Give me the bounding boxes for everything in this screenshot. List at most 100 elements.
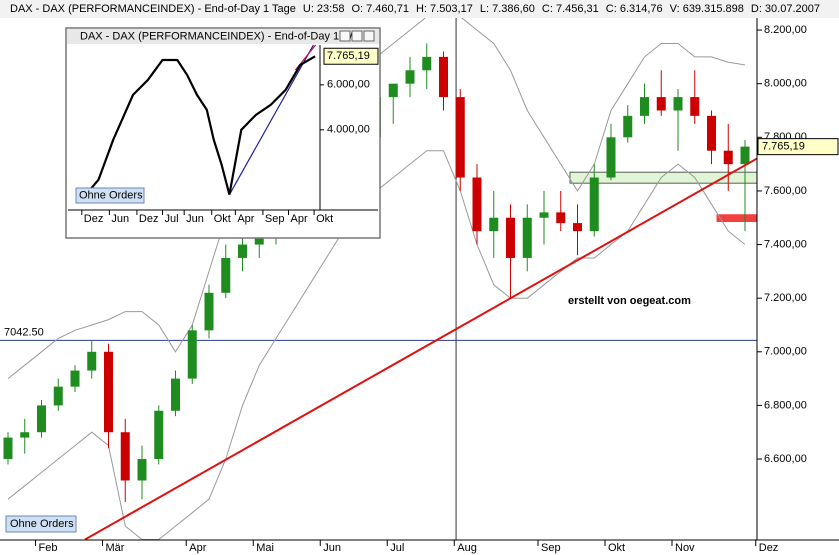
header-bar	[0, 0, 839, 18]
inset-x-tick-label: Apr	[291, 213, 308, 225]
candle-body	[690, 97, 700, 116]
candle-body	[606, 137, 616, 178]
inset-orders-button[interactable]	[75, 187, 145, 204]
candle-body	[556, 212, 566, 224]
candle-body	[3, 437, 13, 460]
header-text: V: 639.315.898	[670, 3, 744, 15]
inset-y-tick-label: 4.000,00	[327, 124, 370, 136]
reference-label: 7042.50	[4, 326, 44, 338]
inset-x-tick-label: Jun	[111, 213, 129, 225]
candle-body	[87, 351, 97, 371]
candle-body	[388, 83, 398, 98]
header-text: H: 7.503,17	[416, 3, 473, 15]
x-axis-panel	[0, 540, 839, 555]
inset-line	[80, 55, 316, 201]
x-tick-label: Feb	[39, 542, 58, 554]
inset-x-tick-label: Dez	[139, 213, 159, 225]
y-axis-panel	[757, 18, 839, 540]
candle-body	[673, 97, 683, 111]
header-text: C: 7.456,31	[542, 3, 599, 15]
inset-chart: 4.000,00 6.000,00 7.765,19 Dez Jun Dez Jul Jun O…	[65, 27, 381, 239]
candle-body	[472, 177, 482, 232]
candle-body	[171, 378, 180, 411]
candle-body	[506, 217, 515, 258]
candle-body	[573, 223, 582, 232]
candle-body	[740, 146, 750, 165]
candle-body	[589, 177, 599, 232]
inset-y-tick-label: 6.000,00	[327, 79, 370, 91]
inset-x-tick-label: Jul	[165, 213, 179, 225]
y-tick-label: 7.200,00	[764, 292, 807, 304]
candle-body	[522, 217, 532, 258]
inset-last-value-box	[323, 47, 379, 65]
x-tick-label: Aug	[457, 542, 477, 554]
x-tick-label: Nov	[675, 542, 695, 554]
candle-body	[539, 212, 549, 218]
zone	[569, 171, 757, 184]
orders-button[interactable]	[5, 515, 77, 533]
candle-body	[656, 97, 666, 111]
x-tick-label: Dez	[759, 542, 779, 554]
x-tick-label: Jun	[323, 542, 341, 554]
y-tick-label: 7.400,00	[764, 238, 807, 250]
window-button[interactable]	[339, 30, 351, 42]
y-tick-label: 8.000,00	[764, 78, 807, 90]
header-text: C: 6.314,76	[606, 3, 663, 15]
candle-body	[20, 432, 30, 438]
candle-body	[37, 405, 46, 433]
header-text: U: 23:58	[303, 3, 345, 15]
axes: 6.600,00 6.800,00 7.000,00 7.200,00 7.400,00…	[0, 18, 839, 555]
inset-x-tick-label: Sep	[265, 213, 285, 225]
y-tick-label: 8.200,00	[764, 24, 807, 36]
orders-label[interactable]: Ohne Orders	[10, 518, 74, 530]
window-button[interactable]	[363, 30, 375, 42]
candle-body	[137, 459, 147, 481]
inset-plot	[80, 45, 317, 201]
inset-x-tick-label: Okt	[214, 213, 231, 225]
candle-body	[187, 330, 197, 379]
zone	[716, 214, 757, 223]
inset-x-tick-label: Apr	[237, 213, 254, 225]
y-tick-label: 7.000,00	[764, 346, 807, 358]
candle-body	[120, 432, 130, 481]
x-tick-label: Mär	[106, 542, 125, 554]
candle-body	[405, 70, 415, 84]
inset-title-bar	[67, 29, 379, 44]
candle-body	[623, 115, 633, 138]
inset-x-tick-label: Okt	[316, 213, 333, 225]
candle-body	[422, 56, 432, 71]
candle-body	[70, 370, 80, 387]
candle-body	[154, 410, 164, 460]
candle-body	[204, 292, 214, 331]
candle-body	[221, 257, 231, 293]
inset-title: DAX - DAX (PERFORMANCEINDEX) - End-of-Da…	[80, 30, 353, 42]
inset-trendline	[228, 45, 315, 195]
header-text: L: 7.386,60	[480, 3, 535, 15]
window-button[interactable]	[351, 30, 363, 42]
candle-body	[640, 97, 649, 116]
header-text: D: 30.07.2007	[751, 3, 820, 15]
inset-x-tick-label: Jun	[186, 213, 204, 225]
y-tick-label: 6.800,00	[764, 399, 807, 411]
x-tick-label: Apr	[189, 542, 206, 554]
annotation: erstellt von oegeat.com	[568, 295, 691, 307]
x-tick-label: Mai	[256, 542, 274, 554]
y-tick-label: 7.600,00	[764, 185, 807, 197]
x-tick-label: Okt	[608, 542, 625, 554]
inset-orders-label[interactable]: Ohne Orders	[79, 189, 143, 201]
header-text: DAX - DAX (PERFORMANCEINDEX) - End-of-Da…	[10, 3, 296, 15]
candle-body	[439, 56, 448, 98]
candle-body	[489, 217, 499, 232]
y-tick-label: 6.600,00	[764, 453, 807, 465]
candle-body	[707, 115, 716, 151]
candle-body	[104, 351, 113, 433]
candle-body	[53, 386, 63, 406]
header-text: O: 7.460,71	[351, 3, 409, 15]
candle-body	[238, 244, 247, 258]
inset-x-tick-label: Dez	[84, 213, 104, 225]
trendline	[84, 157, 757, 540]
candle-body	[723, 150, 733, 165]
last-value-box	[757, 138, 839, 156]
inset-last-value-label: 7.765,19	[327, 50, 370, 62]
